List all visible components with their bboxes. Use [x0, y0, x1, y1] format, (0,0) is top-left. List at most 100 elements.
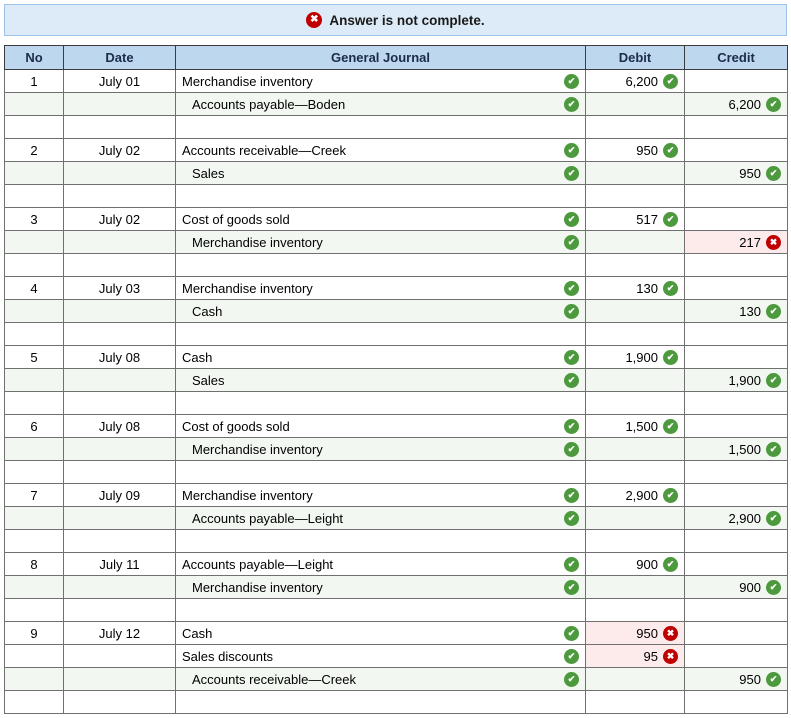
account-cell-content: Merchandise inventory ✔ — [182, 441, 579, 457]
account-cell-content: Sales ✔ — [182, 372, 579, 388]
entry-no-cell — [4, 299, 64, 323]
correct-check-icon: ✔ — [564, 556, 579, 572]
journal-line-row: 9 July 12 Cash ✔ 950 ✖ — [4, 621, 788, 645]
account-cell-content: Merchandise inventory ✔ — [182, 487, 579, 503]
entry-no-cell — [4, 575, 64, 599]
journal-line-row: Merchandise inventory ✔ 217 ✖ — [4, 230, 788, 254]
entry-date-cell: July 02 — [63, 207, 176, 231]
entry-no-cell: 9 — [4, 621, 64, 645]
correct-check-icon: ✔ — [564, 671, 579, 687]
amount-content: 6,200 ✔ — [592, 73, 678, 89]
blank-cell — [63, 460, 176, 484]
account-cell: Accounts payable—Leight ✔ — [175, 506, 586, 530]
debit-cell — [585, 667, 685, 691]
entry-no-cell — [4, 92, 64, 116]
entry-no-cell — [4, 437, 64, 461]
debit-cell: 1,900 ✔ — [585, 345, 685, 369]
blank-cell — [585, 253, 685, 277]
correct-check-icon: ✔ — [663, 280, 678, 296]
banner-text: Answer is not complete. — [329, 12, 485, 28]
blank-cell — [585, 184, 685, 208]
blank-cell — [684, 322, 788, 346]
col-header-general-journal: General Journal — [175, 45, 586, 70]
blank-cell — [63, 598, 176, 622]
account-cell-content: Accounts payable—Leight ✔ — [182, 556, 579, 572]
correct-check-icon: ✔ — [663, 211, 678, 227]
account-name: Cash — [192, 303, 223, 319]
blank-cell — [4, 598, 64, 622]
entry-date-cell — [63, 644, 176, 668]
account-name: Accounts payable—Leight — [182, 556, 334, 572]
entry-date-cell: July 11 — [63, 552, 176, 576]
account-cell-content: Cost of goods sold ✔ — [182, 418, 579, 434]
entry-no-cell: 5 — [4, 345, 64, 369]
correct-check-icon: ✔ — [564, 510, 579, 526]
amount-content: 1,500 ✔ — [691, 441, 781, 457]
correct-check-icon: ✔ — [766, 671, 781, 687]
entry-spacer-row — [4, 690, 788, 714]
credit-cell: 1,900 ✔ — [684, 368, 788, 392]
col-header-credit: Credit — [684, 45, 788, 70]
blank-cell — [63, 690, 176, 714]
blank-cell — [63, 253, 176, 277]
correct-check-icon: ✔ — [564, 441, 579, 457]
blank-cell — [4, 322, 64, 346]
journal-line-row: Sales ✔ 1,900 ✔ — [4, 368, 788, 392]
blank-cell — [175, 322, 586, 346]
journal-line-row: Cash ✔ 130 ✔ — [4, 299, 788, 323]
account-cell: Merchandise inventory ✔ — [175, 276, 586, 300]
correct-check-icon: ✔ — [564, 625, 579, 641]
entry-spacer-row — [4, 184, 788, 208]
debit-cell: 950 ✖ — [585, 621, 685, 645]
debit-value: 130 — [636, 280, 658, 296]
correct-check-icon: ✔ — [663, 142, 678, 158]
entry-no-cell — [4, 506, 64, 530]
account-cell-content: Merchandise inventory ✔ — [182, 280, 579, 296]
blank-cell — [175, 253, 586, 277]
credit-cell — [684, 345, 788, 369]
entry-spacer-row — [4, 322, 788, 346]
correct-check-icon: ✔ — [766, 96, 781, 112]
journal-line-row: 8 July 11 Accounts payable—Leight ✔ 900 ✔ — [4, 552, 788, 576]
journal-line-row: Merchandise inventory ✔ 900 ✔ — [4, 575, 788, 599]
col-header-date: Date — [63, 45, 176, 70]
incorrect-x-icon: ✖ — [663, 625, 678, 641]
credit-cell — [684, 483, 788, 507]
debit-cell: 6,200 ✔ — [585, 69, 685, 93]
credit-cell: 900 ✔ — [684, 575, 788, 599]
amount-content: 1,900 ✔ — [691, 372, 781, 388]
credit-cell — [684, 138, 788, 162]
correct-check-icon: ✔ — [564, 280, 579, 296]
entry-date-cell: July 03 — [63, 276, 176, 300]
debit-cell — [585, 230, 685, 254]
account-cell-content: Accounts receivable—Creek ✔ — [182, 671, 579, 687]
amount-content: 950 ✔ — [592, 142, 678, 158]
blank-cell — [4, 253, 64, 277]
journal-line-row: 5 July 08 Cash ✔ 1,900 ✔ — [4, 345, 788, 369]
account-cell: Merchandise inventory ✔ — [175, 575, 586, 599]
journal-line-row: 7 July 09 Merchandise inventory ✔ 2,900 ✔ — [4, 483, 788, 507]
blank-cell — [585, 115, 685, 139]
amount-content: 1,500 ✔ — [592, 418, 678, 434]
journal-line-row: Sales discounts ✔ 95 ✖ — [4, 644, 788, 668]
correct-check-icon: ✔ — [766, 303, 781, 319]
account-name: Sales discounts — [182, 648, 274, 664]
blank-cell — [585, 460, 685, 484]
account-cell: Cash ✔ — [175, 621, 586, 645]
blank-cell — [684, 184, 788, 208]
account-cell: Merchandise inventory ✔ — [175, 483, 586, 507]
correct-check-icon: ✔ — [564, 165, 579, 181]
journal-line-row: 2 July 02 Accounts receivable—Creek ✔ 950 ✔ — [4, 138, 788, 162]
amount-content: 900 ✔ — [592, 556, 678, 572]
blank-cell — [684, 115, 788, 139]
amount-content: 950 ✖ — [592, 625, 678, 641]
credit-cell: 2,900 ✔ — [684, 506, 788, 530]
entry-date-cell: July 09 — [63, 483, 176, 507]
entry-date-cell — [63, 230, 176, 254]
blank-cell — [4, 460, 64, 484]
correct-check-icon: ✔ — [766, 579, 781, 595]
entry-no-cell: 1 — [4, 69, 64, 93]
correct-check-icon: ✔ — [663, 487, 678, 503]
account-cell: Accounts payable—Boden ✔ — [175, 92, 586, 116]
entry-date-cell: July 12 — [63, 621, 176, 645]
